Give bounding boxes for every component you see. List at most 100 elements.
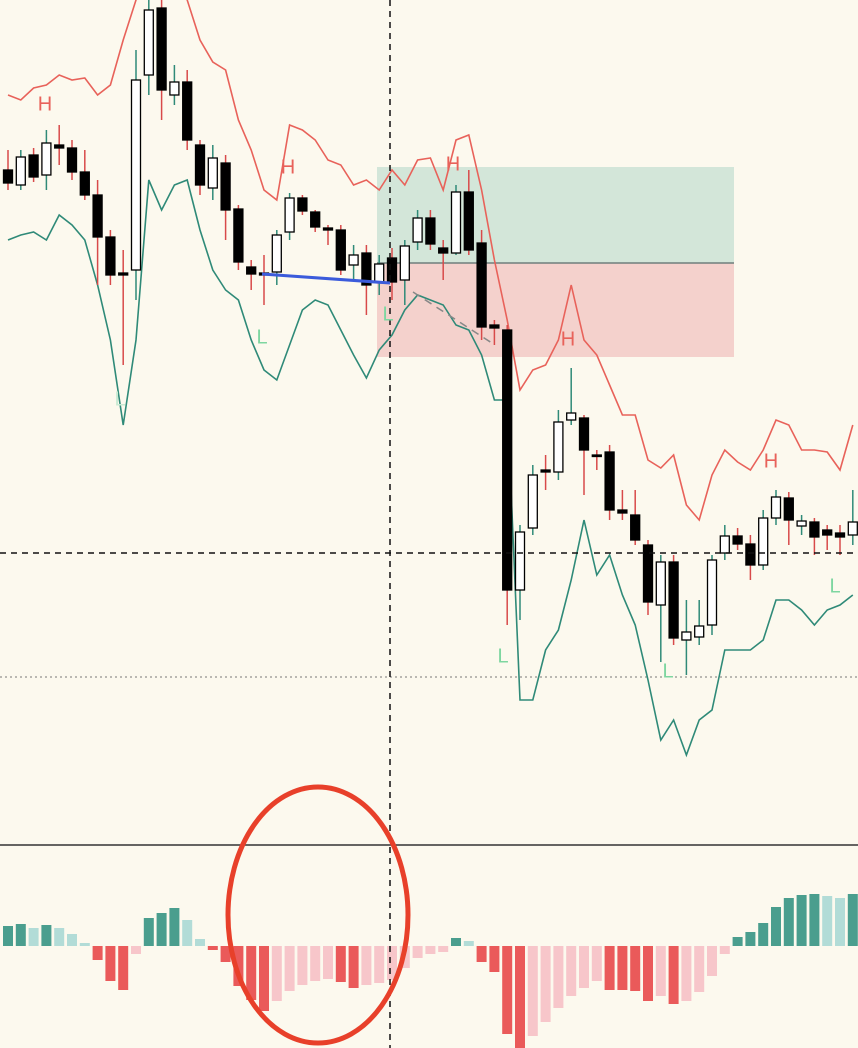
candle-body (169, 81, 180, 96)
histogram-bar (169, 908, 180, 946)
histogram-bar (323, 946, 333, 979)
histogram-bar (719, 946, 730, 954)
candle-body (668, 561, 679, 639)
histogram-bar (732, 937, 743, 946)
histogram-bar (335, 946, 346, 982)
candle-body (476, 242, 487, 328)
histogram-panel (3, 894, 858, 1048)
candle-body (310, 211, 321, 228)
candle-body (66, 147, 78, 173)
candle-body (604, 451, 615, 511)
histogram-bar (681, 946, 692, 1001)
candle-body (246, 266, 257, 275)
candle-body (489, 324, 500, 329)
candle-body (655, 561, 666, 606)
projection-line (412, 291, 496, 346)
histogram-bar (668, 946, 679, 1004)
histogram-bar (271, 946, 282, 1001)
candle-body (41, 142, 52, 176)
histogram-bar (156, 913, 167, 946)
candle-body (578, 417, 590, 451)
histogram-bar (630, 946, 641, 991)
pivot-label: L (114, 388, 125, 410)
histogram-bar (131, 946, 141, 954)
candle-body (54, 144, 65, 149)
pivot-label: L (829, 575, 840, 597)
histogram-bar (489, 946, 500, 972)
candle-body (322, 227, 334, 231)
loss-zone (377, 263, 734, 357)
candle-body (15, 156, 26, 186)
candle-body (770, 496, 782, 519)
candle-body (719, 535, 730, 554)
candle-body (822, 529, 833, 536)
candle-body (2, 169, 14, 184)
candle-body (732, 535, 743, 545)
histogram-bar (591, 946, 602, 981)
candle-body (796, 520, 807, 527)
candle-body (207, 157, 218, 189)
candle-body (156, 7, 167, 91)
histogram-bar (118, 946, 129, 990)
candle-body (143, 9, 154, 76)
candle-body (118, 272, 129, 276)
candle-body (233, 208, 244, 263)
histogram-bar (67, 934, 77, 946)
candle-body (502, 329, 513, 591)
histogram-bar (540, 946, 551, 1022)
candle-body (194, 144, 206, 186)
candle-body (694, 625, 705, 638)
histogram-bar (28, 928, 39, 946)
envelope-line (7, 0, 854, 522)
candle-body (220, 162, 231, 211)
histogram-bar (566, 946, 577, 996)
histogram-bar (54, 928, 65, 946)
candle-body (527, 474, 538, 529)
histogram-bar (425, 946, 436, 954)
candle-body (412, 217, 423, 243)
histogram-bar (707, 946, 717, 976)
candle-body (681, 631, 692, 641)
candle-body (591, 454, 602, 458)
histogram-bar (655, 946, 666, 996)
candle-body (438, 247, 449, 254)
histogram-bar (617, 946, 628, 990)
candle-body (834, 532, 846, 538)
histogram-bar (361, 946, 372, 985)
pivot-label: L (662, 660, 673, 682)
candle-body (745, 543, 756, 566)
price-panel (2, 0, 858, 758)
histogram-bar (182, 920, 193, 946)
candle-body (617, 509, 628, 514)
candle-body (335, 229, 346, 271)
candle-body (566, 412, 577, 421)
candle-body (783, 497, 794, 521)
candle-body (130, 79, 142, 271)
histogram-bar (643, 946, 653, 1001)
candle-body (706, 559, 718, 626)
histogram-bar (207, 946, 218, 950)
histogram-bar (847, 894, 858, 946)
histogram-bar (92, 946, 103, 960)
pivot-label: L (382, 303, 393, 325)
histogram-bar (758, 923, 769, 946)
histogram-bar (694, 946, 705, 992)
envelope-line (7, 178, 854, 758)
candle-body (463, 191, 474, 251)
highlight-circle (225, 784, 411, 1046)
candle-body (105, 236, 116, 276)
histogram-bar (438, 946, 449, 952)
pivot-label: H (281, 156, 295, 178)
histogram-bar (553, 946, 564, 1008)
histogram-bar (3, 926, 13, 946)
candle-body (553, 421, 564, 473)
histogram-bar (745, 932, 756, 946)
candle-body (297, 197, 308, 212)
candle-body (374, 263, 385, 283)
pivot-label: L (256, 326, 267, 348)
candle-body (399, 245, 410, 281)
histogram-bar (771, 907, 781, 946)
histogram-bar (387, 946, 397, 980)
histogram-bar (79, 943, 90, 946)
histogram-bar (604, 946, 615, 990)
